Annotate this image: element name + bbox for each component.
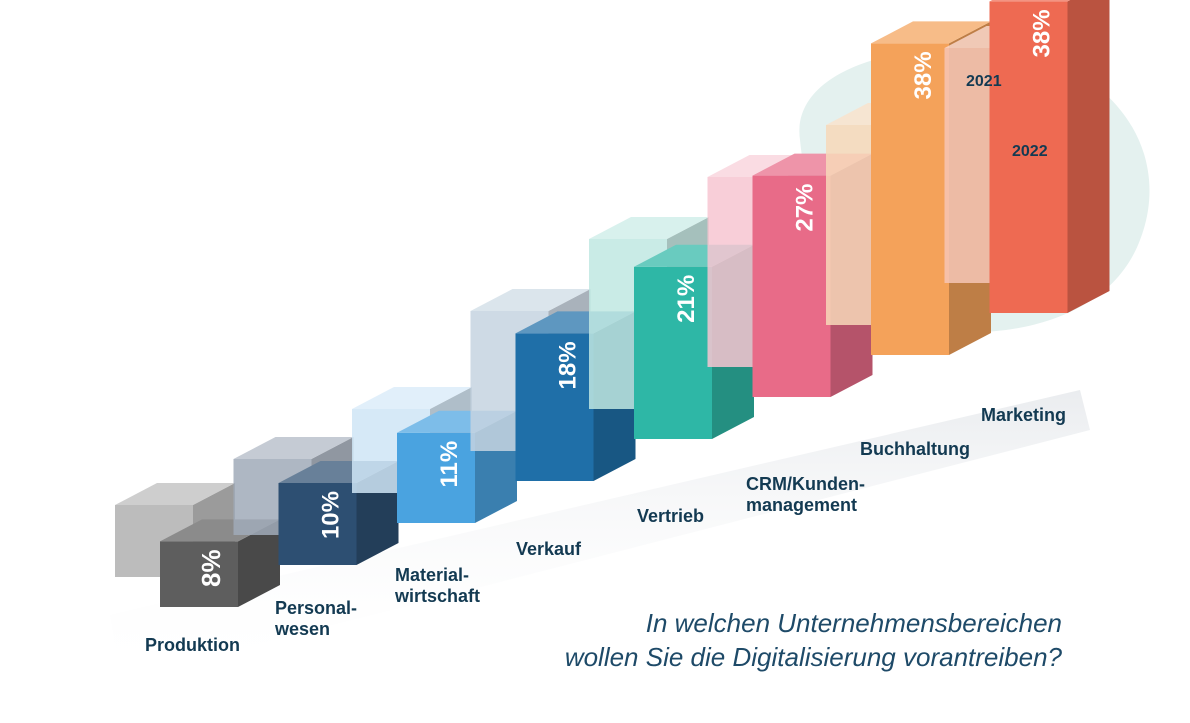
chart-title-line-2: wollen Sie die Digitalisierung vorantrei…	[564, 642, 1062, 672]
chart-title-line-1: In welchen Unternehmensbereichen	[645, 608, 1062, 638]
bar-value-label: 38%	[910, 51, 937, 99]
bar-2021-produktion-top	[115, 483, 235, 505]
bar-2021-verkauf-top	[470, 289, 591, 311]
bar-2022-marketing-front	[989, 1, 1068, 314]
bar-2022-verkauf-front	[515, 333, 594, 481]
category-label-crm-kundenmanagement: CRM/Kunden-management	[746, 474, 865, 515]
category-label-line: Marketing	[981, 405, 1066, 425]
category-label-vertrieb: Vertrieb	[637, 506, 704, 526]
category-label-materialwirtschaft: Material-wirtschaft	[394, 565, 480, 606]
bar-value-label: 8%	[196, 549, 226, 587]
bar-2022-produktion-front	[160, 541, 238, 607]
bar-2021-materialwirtschaft-top	[352, 387, 472, 409]
bar-2022-buchhaltung-front	[871, 43, 949, 356]
category-label-line: Verkauf	[516, 539, 582, 559]
category-label-line: Vertrieb	[637, 506, 704, 526]
category-label-buchhaltung: Buchhaltung	[860, 439, 970, 459]
floor-shadow	[110, 390, 1090, 680]
category-label-line: CRM/Kunden-	[746, 474, 865, 494]
bar-2022-marketing-top	[989, 0, 1071, 2]
bar-value-label: 21%	[673, 275, 700, 323]
category-label-line: Personal-	[275, 598, 357, 618]
category-label-marketing: Marketing	[981, 405, 1066, 425]
bar-2021-vertrieb-top	[589, 217, 709, 239]
bar-value-label: 10%	[318, 491, 345, 539]
category-label-line: wirtschaft	[394, 586, 480, 606]
bar-2022-personalwesen-front	[278, 483, 357, 565]
bar-2022-produktion-side	[238, 519, 280, 607]
bar-value-label: 27%	[792, 184, 819, 232]
category-label-line: Buchhaltung	[860, 439, 970, 459]
bar-value-label: 38%	[1029, 9, 1056, 57]
category-label-personalwesen: Personal-wesen	[274, 598, 357, 639]
category-label-verkauf: Verkauf	[516, 539, 582, 559]
bar-group-marketing: 38%	[944, 0, 1110, 314]
chart-title: In welchen Unternehmensbereichen wollen …	[565, 606, 1062, 674]
bar-2021-personalwesen-top	[233, 437, 354, 459]
bar-2022-materialwirtschaft-front	[397, 432, 475, 523]
bar-group-vertrieb: 21%	[589, 217, 754, 439]
bar-value-label: 18%	[555, 341, 582, 389]
bar-2022-marketing-side	[1067, 0, 1110, 313]
category-label-line: Produktion	[145, 635, 240, 655]
category-label-line: wesen	[274, 619, 330, 639]
legend-2021: 2021	[966, 73, 1002, 90]
category-label-line: Material-	[395, 565, 469, 585]
bar-2022-vertrieb-front	[634, 266, 712, 439]
bar-group-verkauf: 18%	[470, 289, 636, 481]
bar-2022-buchhaltung-top	[871, 21, 991, 44]
bar-value-label: 11%	[436, 441, 463, 488]
legend-2022: 2022	[1012, 143, 1048, 160]
category-label-line: management	[746, 495, 857, 515]
bar-2022-crm-kundenmanagement-front	[752, 175, 831, 397]
category-label-produktion: Produktion	[145, 635, 240, 655]
